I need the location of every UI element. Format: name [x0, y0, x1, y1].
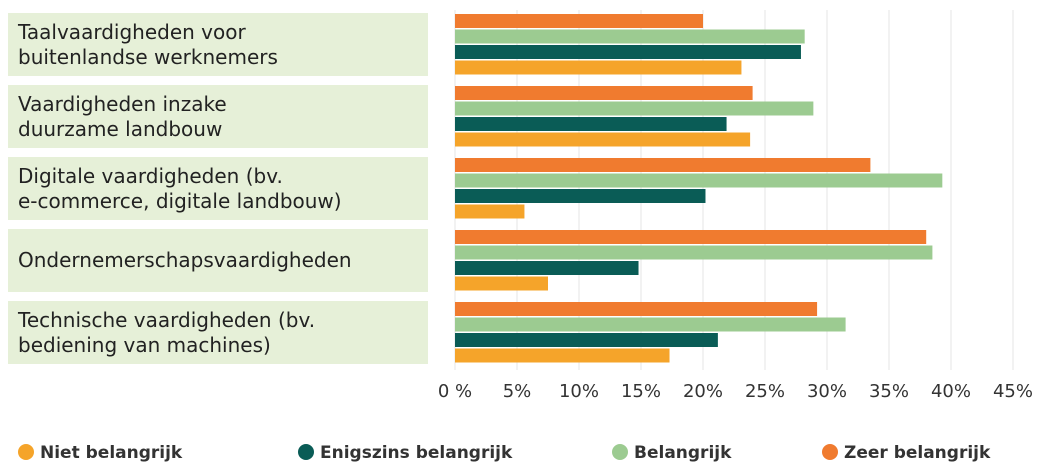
- category-label: Vaardigheden inzake duurzame landbouw: [8, 85, 428, 148]
- legend-label: Zeer belangrijk: [844, 443, 991, 463]
- x-tick-label: 20%: [683, 381, 723, 402]
- category-label: Taalvaardigheden voor buitenlandse werkn…: [8, 13, 428, 76]
- bar: [455, 317, 846, 332]
- legend-label: Niet belangrijk: [40, 443, 183, 463]
- x-tick-label: 5%: [503, 381, 532, 402]
- bar: [455, 158, 871, 172]
- bar: [455, 261, 639, 275]
- bar: [455, 333, 718, 347]
- category-label: Technische vaardigheden (bv. bediening v…: [8, 301, 428, 364]
- x-tick-label: 35%: [869, 381, 909, 402]
- legend-marker: [298, 444, 314, 460]
- x-tick-label: 15%: [621, 381, 661, 402]
- bar: [455, 348, 670, 363]
- x-tick-label: 40%: [931, 381, 971, 402]
- bar: [455, 14, 703, 28]
- legend-marker: [612, 444, 628, 460]
- x-tick-label: 30%: [807, 381, 847, 402]
- bar: [455, 29, 805, 44]
- bar: [455, 302, 818, 316]
- bar: [455, 45, 801, 59]
- bar: [455, 204, 525, 219]
- bar: [455, 117, 727, 131]
- category-label: Digitale vaardigheden (bv. e-commerce, d…: [8, 157, 428, 220]
- bar: [455, 101, 814, 116]
- x-tick-label: 0 %: [438, 381, 472, 402]
- legend-label: Enigszins belangrijk: [320, 443, 513, 463]
- x-tick-label: 25%: [745, 381, 785, 402]
- bar: [455, 132, 751, 147]
- bar: [455, 230, 927, 244]
- x-tick-label: 45%: [993, 381, 1033, 402]
- legend-label: Belangrijk: [634, 443, 732, 463]
- category-label: Ondernemerschapsvaardigheden: [8, 229, 428, 292]
- bar: [455, 189, 706, 203]
- legend-marker: [18, 444, 34, 460]
- bar: [455, 245, 933, 260]
- bar: [455, 86, 753, 100]
- x-tick-label: 10%: [559, 381, 599, 402]
- bar: [455, 276, 548, 291]
- bar: [455, 60, 742, 75]
- bar: [455, 173, 943, 188]
- legend-marker: [822, 444, 838, 460]
